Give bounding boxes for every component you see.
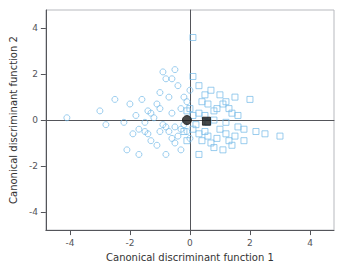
svg-text:0: 0 xyxy=(32,115,38,125)
svg-text:4: 4 xyxy=(32,23,38,33)
svg-text:-2: -2 xyxy=(125,238,134,248)
svg-text:Canonical discriminant functio: Canonical discriminant function 2 xyxy=(8,36,19,204)
svg-text:Canonical discriminant functio: Canonical discriminant function 1 xyxy=(106,252,274,263)
svg-text:-4: -4 xyxy=(29,207,38,217)
svg-text:2: 2 xyxy=(247,238,253,248)
svg-text:4: 4 xyxy=(307,238,313,248)
svg-text:-4: -4 xyxy=(65,238,74,248)
svg-text:-2: -2 xyxy=(29,161,38,171)
svg-text:0: 0 xyxy=(187,238,193,248)
svg-text:2: 2 xyxy=(32,69,38,79)
